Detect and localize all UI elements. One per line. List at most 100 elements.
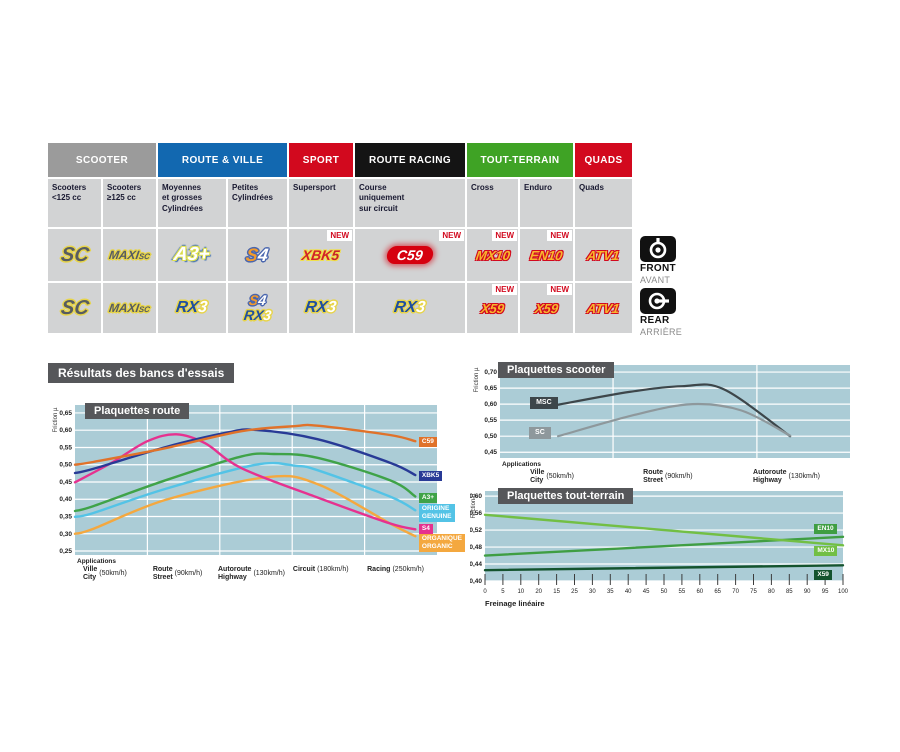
y-tick-label: 0,55 [59, 444, 72, 451]
product-range-table: SCOOTER ROUTE & VILLE SPORT ROUTE RACING TOU… [48, 143, 632, 333]
series-tag-A3-: A3+ [418, 492, 437, 503]
x-tick-label: 45 [643, 589, 650, 595]
logo-s4: S4 [247, 292, 268, 309]
applications-caption: Applications [77, 558, 117, 565]
y-tick-label: 0,52 [470, 527, 482, 534]
new-badge: NEW [547, 230, 572, 241]
rear-disc-icon [640, 288, 676, 314]
x-tick-label: 55 [679, 589, 686, 595]
x-category-label: Autoroute Highway (130km/h) [753, 469, 821, 484]
route-chart-svg: 0,65 0,60 0,55 0,50 0,45 0,40 0,35 0,30 0,25 Fric… [53, 405, 437, 555]
logo-rx3: RX3 [175, 299, 209, 316]
series-line-MX10 [483, 513, 845, 547]
results-section-title: Résultats des bancs d'essais [48, 363, 235, 383]
logo-x59: X59 [479, 300, 506, 316]
applications-caption: Applications [502, 461, 542, 468]
rear-label: REAR [640, 315, 670, 326]
x-tick-label: 80 [768, 589, 775, 595]
series-tag-MSC: MSC [530, 396, 558, 409]
x-axis-label: Freinage linéaire [485, 599, 545, 608]
product-cell: RX3 [289, 283, 353, 333]
group-header-route-ville: ROUTE & VILLE [158, 143, 287, 177]
y-tick-label: 0,30 [59, 531, 72, 538]
product-cell: SC [48, 229, 101, 281]
product-cell: SC [48, 283, 101, 333]
y-tick-label: 0,45 [484, 449, 497, 456]
x-tick-label: 15 [553, 589, 560, 595]
table-subheader-row: Scooters <125 cc Scooters ≥125 cc Moyennes… [48, 179, 632, 227]
y-tick-label: 0,50 [484, 433, 497, 440]
x-category-label: Route Street (90km/h) [643, 469, 693, 484]
x-tick-label: 90 [804, 589, 811, 595]
y-tick-label: 0,60 [59, 427, 72, 434]
new-badge: NEW [492, 230, 517, 241]
x-tick-label: 70 [732, 589, 739, 595]
logo-mx10: MX10 [474, 247, 511, 263]
group-header-sport: SPORT [289, 143, 353, 177]
logo-rx3: RX3 [304, 299, 338, 316]
y-tick-label: 0,48 [470, 544, 482, 551]
series-line-S4 [73, 433, 417, 531]
x-tick-label: 85 [786, 589, 793, 595]
series-line-C59 [73, 423, 417, 466]
y-tick-label: 0,40 [59, 496, 72, 503]
rear-sublabel: ARRIÈRE [640, 327, 683, 337]
x-tick-label: 10 [517, 589, 524, 595]
front-disc-icon [640, 236, 676, 262]
x-tick-label: 35 [607, 589, 614, 595]
group-header-route-racing: ROUTE RACING [355, 143, 465, 177]
series-line-MSC [557, 383, 792, 438]
series-tag-C59: C59 [418, 436, 437, 447]
y-tick-label: 0,60 [484, 401, 497, 408]
y-tick-label: 0,25 [59, 548, 72, 555]
y-tick-label: 0,35 [59, 514, 72, 521]
logo-atv1: ATV1 [586, 300, 621, 316]
y-tick-label: 0,60 [470, 493, 482, 500]
new-badge: NEW [439, 230, 464, 241]
product-cell: X59 NEW [467, 283, 518, 333]
x-tick-label: 75 [750, 589, 757, 595]
x-category-label: Ville City (50km/h) [82, 566, 127, 581]
series-line-X59 [483, 564, 845, 572]
x-tick-label: 40 [625, 589, 632, 595]
column-header: Scooters ≥125 cc [103, 179, 156, 227]
logo-maxi-sc: MAXISC [107, 248, 151, 262]
logo-xbk5: XBK5 [301, 247, 341, 263]
logo-maxi-sc: MAXISC [107, 301, 151, 315]
table-group-header-row: SCOOTER ROUTE & VILLE SPORT ROUTE RACING TOU… [48, 143, 632, 177]
x-tick-label: 5 [501, 589, 505, 595]
column-header: Course uniquement sur circuit [355, 179, 465, 227]
logo-sc: SC [59, 243, 91, 266]
y-tick-label: 0,45 [59, 479, 72, 486]
product-cell: MAXISC [103, 283, 156, 333]
series-line-ORIGINE-GENUINE [73, 461, 417, 519]
product-cell: RX3 [158, 283, 226, 333]
new-badge: NEW [327, 230, 352, 241]
y-tick-label: 0,56 [470, 510, 482, 517]
logo-atv1: ATV1 [586, 247, 621, 263]
logo-rx3: RX3 [242, 307, 273, 323]
table-logo-row-2: SC MAXISC RX3 S4 RX3 RX3 RX3 X59 NEW X59 NEW ATV1 [48, 283, 632, 333]
x-category-label: Racing (250km/h) [367, 566, 424, 574]
x-category-label: Route Street (90km/h) [152, 566, 203, 581]
scooter-chart-svg: 0,70 0,65 0,60 0,55 0,50 0,45 Friction µ [474, 365, 850, 458]
x-tick-label: 50 [661, 589, 668, 595]
plot-background [75, 405, 437, 555]
product-cell: ATV1 [575, 229, 632, 281]
logo-en10: EN10 [529, 247, 564, 263]
product-cell: MX10 NEW [467, 229, 518, 281]
column-header: Scooters <125 cc [48, 179, 101, 227]
product-cell: RX3 [355, 283, 465, 333]
product-cell: S4 [228, 229, 287, 281]
y-tick-label: 0,50 [59, 462, 72, 469]
x-tick-label: 95 [822, 589, 829, 595]
logo-c59: C59 [385, 246, 435, 264]
column-header: Supersport [289, 179, 353, 227]
y-tick-label: 0,44 [470, 561, 482, 568]
logo-x59: X59 [533, 300, 560, 316]
front-label: FRONT [640, 263, 676, 274]
plot-background [500, 365, 850, 458]
table-logo-row-1: SC MAXISC A3+ S4 XBK5 NEW C59 NEW MX10 NEW EN10 NEW… [48, 229, 632, 281]
series-tag-XBK5: XBK5 [418, 471, 443, 481]
